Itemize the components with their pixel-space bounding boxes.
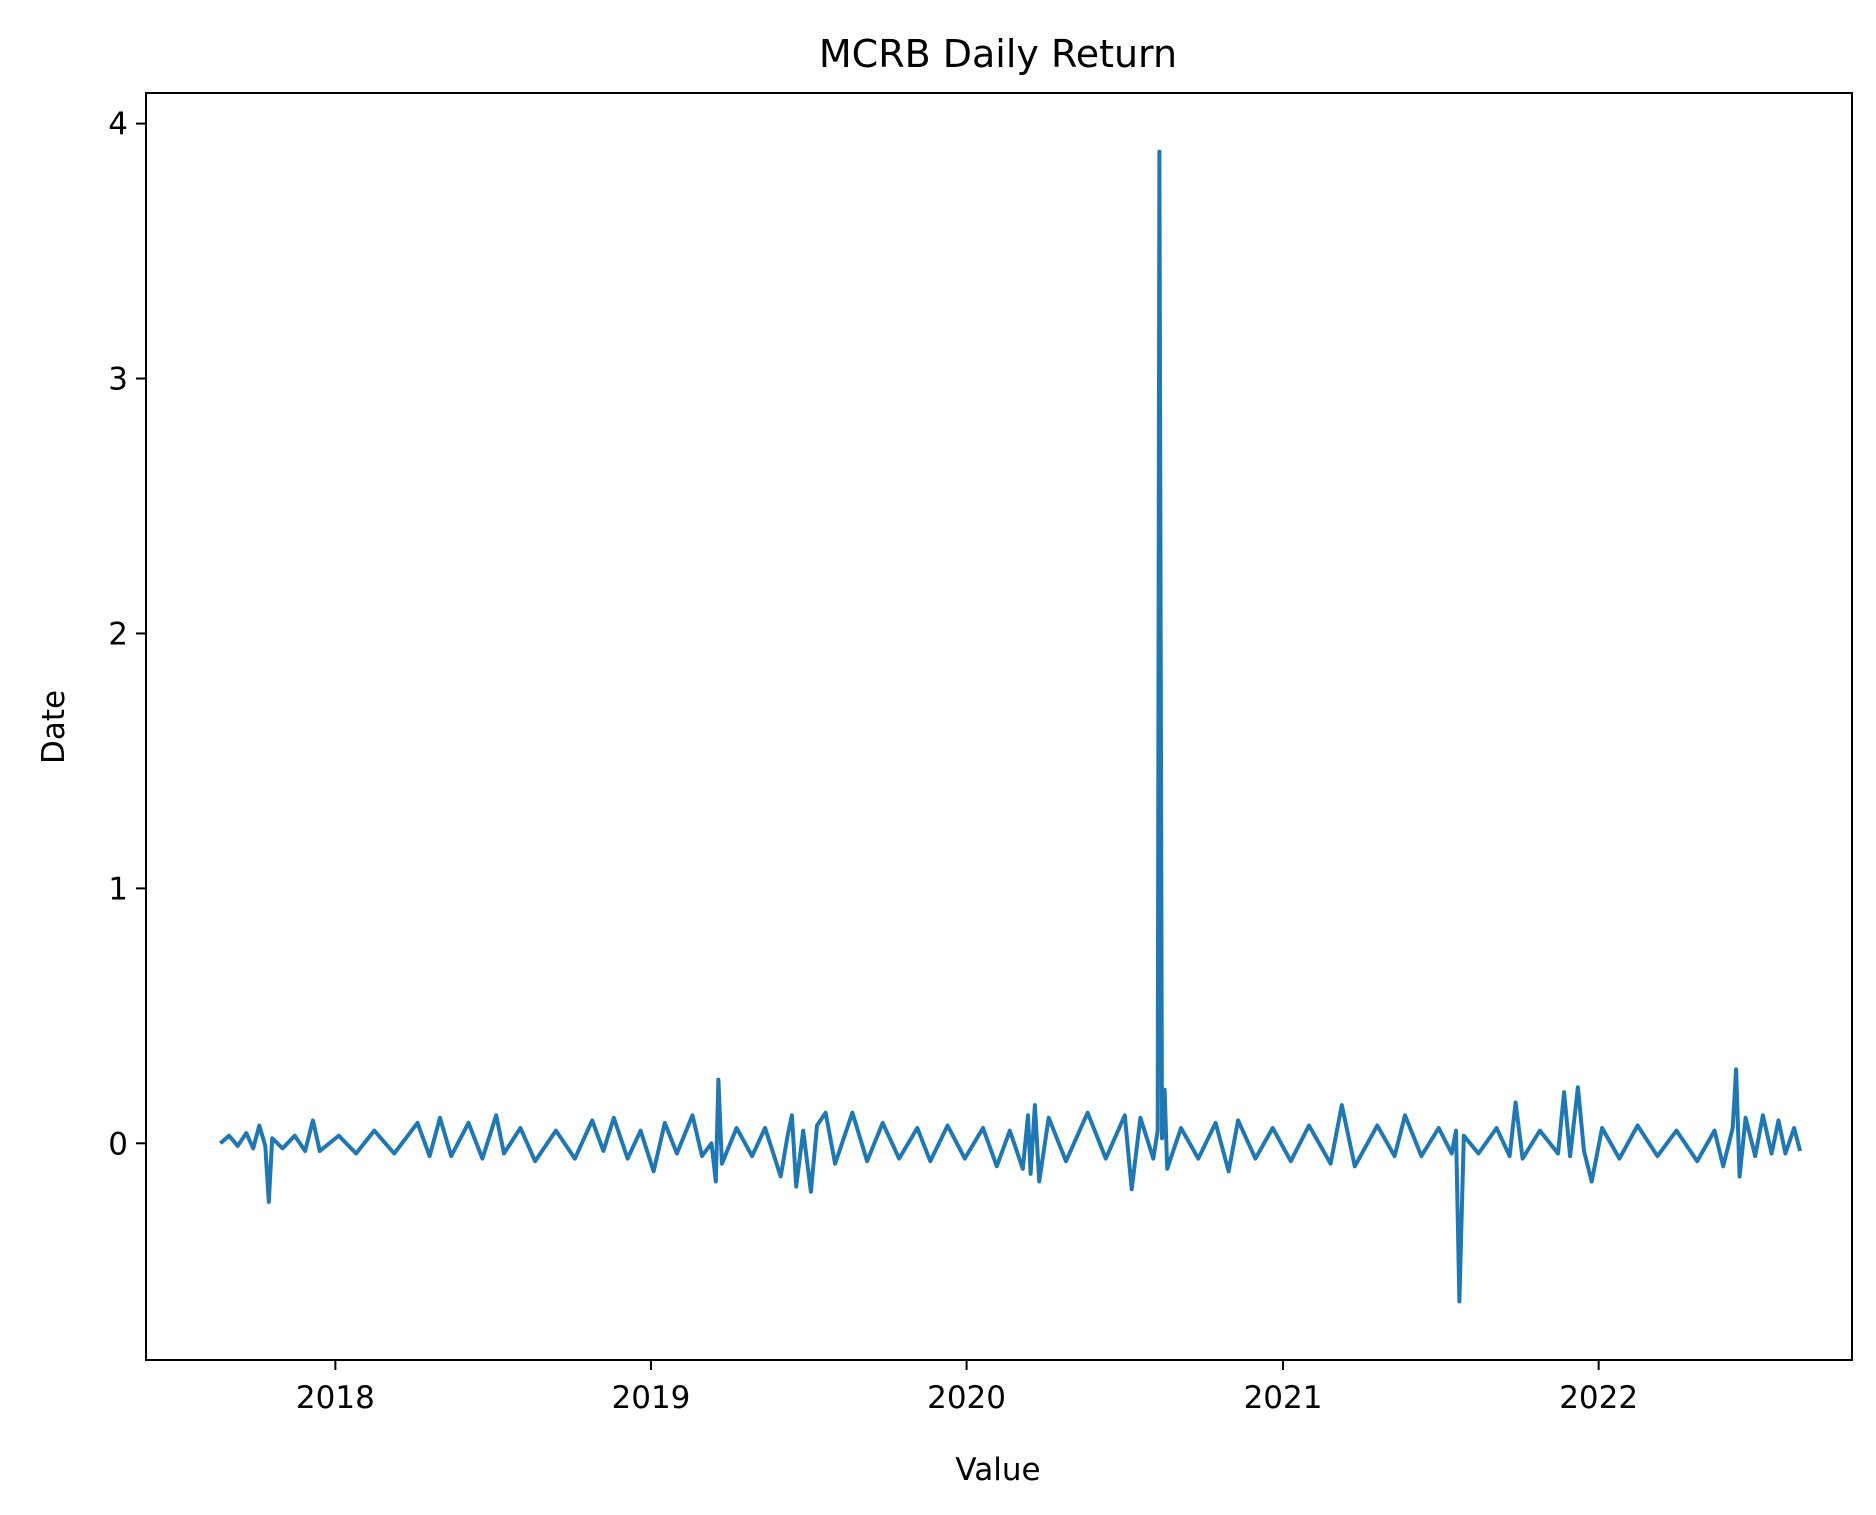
- plot-background: [146, 93, 1852, 1360]
- x-axis-label: Value: [955, 1452, 1040, 1488]
- y-tick-label: 4: [108, 107, 128, 143]
- y-tick-label: 2: [108, 616, 128, 652]
- x-tick-label: 2022: [1559, 1380, 1638, 1416]
- y-tick-label: 3: [108, 362, 128, 398]
- x-axis-ticks: 2018 2019 2020 2021 2022: [296, 1360, 1638, 1416]
- y-tick-label: 1: [108, 871, 128, 907]
- x-tick-label: 2018: [296, 1380, 375, 1416]
- plot-area: [146, 93, 1852, 1360]
- x-tick-label: 2021: [1244, 1380, 1323, 1416]
- y-tick-label: 0: [108, 1126, 128, 1162]
- x-tick-label: 2020: [927, 1380, 1006, 1416]
- y-axis-ticks: 0 1 2 3 4: [108, 107, 146, 1162]
- plot-frame: [145, 92, 1853, 1361]
- series-line-0: [219, 149, 1803, 1304]
- series-layer: [219, 149, 1803, 1304]
- x-tick-label: 2019: [612, 1380, 691, 1416]
- y-axis-label: Date: [36, 690, 72, 764]
- chart-title: MCRB Daily Return: [819, 32, 1177, 76]
